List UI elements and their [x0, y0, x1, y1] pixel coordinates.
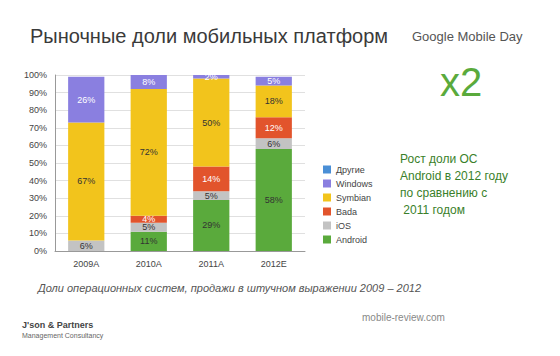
svg-text:8%: 8%	[142, 77, 155, 87]
svg-text:40%: 40%	[29, 176, 47, 186]
svg-text:72%: 72%	[140, 147, 158, 157]
svg-text:Другие: Другие	[336, 165, 365, 175]
svg-text:Android: Android	[336, 235, 367, 245]
svg-text:x2: x2	[440, 60, 482, 104]
svg-text:2012E: 2012E	[261, 259, 287, 269]
svg-text:80%: 80%	[29, 105, 47, 115]
svg-text:20%: 20%	[29, 211, 47, 221]
svg-text:Symbian: Symbian	[336, 193, 371, 203]
svg-text:26%: 26%	[77, 95, 95, 105]
svg-text:2%: 2%	[205, 72, 218, 82]
svg-text:Android в 2012 году: Android в 2012 году	[400, 169, 511, 183]
svg-text:Рыночные доли мобильных платфо: Рыночные доли мобильных платформ	[30, 25, 388, 47]
svg-text:60%: 60%	[29, 140, 47, 150]
svg-text:50%: 50%	[202, 118, 220, 128]
svg-text:67%: 67%	[77, 176, 95, 186]
svg-text:2011A: 2011A	[199, 259, 224, 269]
svg-text:по сравнению с: по сравнению с	[400, 186, 487, 200]
svg-text:0%: 0%	[34, 246, 47, 256]
svg-text:10%: 10%	[29, 228, 47, 238]
svg-text:18%: 18%	[265, 96, 283, 106]
svg-text:58%: 58%	[265, 195, 283, 205]
svg-text:70%: 70%	[29, 123, 47, 133]
svg-text:5%: 5%	[267, 76, 280, 86]
svg-text:50%: 50%	[29, 158, 47, 168]
svg-text:90%: 90%	[29, 88, 47, 98]
svg-text:5%: 5%	[142, 222, 156, 233]
svg-text:6%: 6%	[267, 139, 280, 149]
svg-text:Management Consultancy: Management Consultancy	[22, 332, 104, 340]
svg-text:100%: 100%	[24, 70, 47, 80]
svg-text:Рост доли ОС: Рост доли ОС	[400, 152, 481, 166]
svg-text:6%: 6%	[80, 241, 93, 251]
svg-text:Windows: Windows	[336, 179, 373, 189]
svg-text:Google Mobile Day: Google Mobile Day	[412, 29, 523, 44]
svg-text:J'son & Partners: J'son & Partners	[22, 320, 93, 330]
svg-text:14%: 14%	[202, 174, 220, 184]
svg-text:12%: 12%	[265, 123, 283, 133]
svg-text:Доли операционных систем, прод: Доли операционных систем, продажи в штуч…	[36, 282, 421, 294]
svg-text:2009A: 2009A	[73, 259, 99, 269]
svg-text:iOS: iOS	[336, 221, 351, 231]
svg-text:mobile-review.com: mobile-review.com	[362, 312, 445, 323]
svg-text:Bada: Bada	[336, 207, 357, 217]
svg-text:2011 годом: 2011 годом	[400, 203, 465, 217]
svg-text:2010A: 2010A	[136, 259, 162, 269]
svg-text:11%: 11%	[140, 236, 157, 246]
svg-text:29%: 29%	[202, 220, 220, 230]
svg-text:30%: 30%	[29, 193, 47, 203]
svg-text:4%: 4%	[142, 214, 155, 224]
svg-text:5%: 5%	[205, 191, 218, 201]
